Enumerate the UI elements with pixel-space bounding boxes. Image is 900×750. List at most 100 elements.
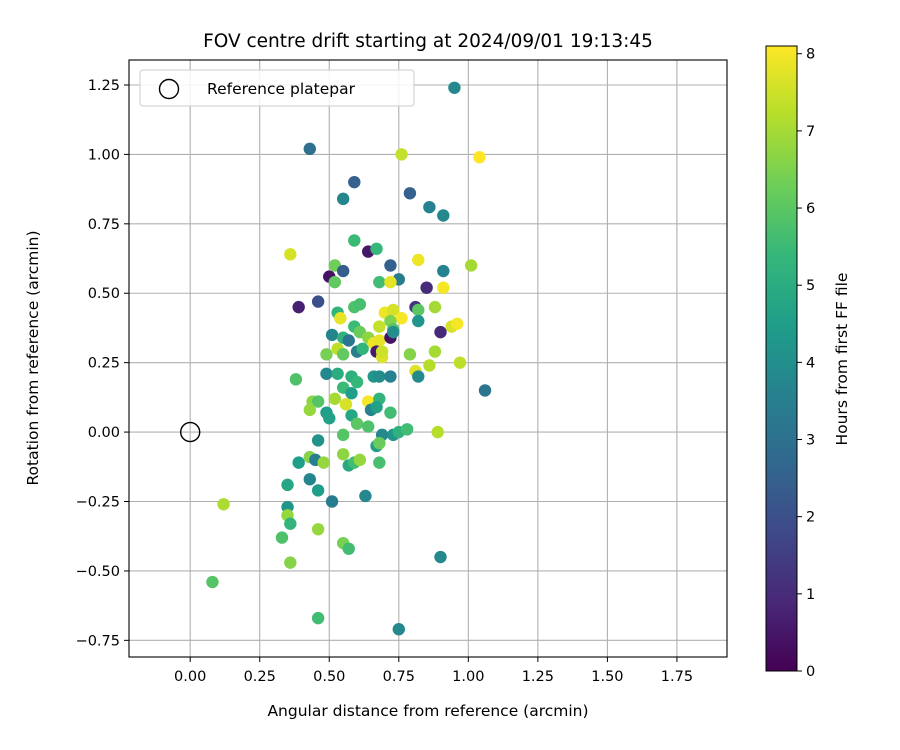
y-tick-label: −0.75 — [76, 633, 120, 649]
scatter-point — [353, 298, 367, 311]
colorbar-tick-label: 4 — [806, 355, 815, 371]
scatter-point — [284, 517, 297, 530]
scatter-point — [437, 264, 450, 278]
scatter-point — [428, 300, 442, 314]
colorbar-tick-label: 8 — [806, 47, 815, 63]
scatter-point — [478, 384, 492, 397]
scatter-point — [412, 370, 425, 383]
scatter-point — [370, 400, 383, 414]
legend-label-reference: Reference platepar — [207, 80, 356, 98]
colorbar-tick-label: 6 — [806, 201, 815, 217]
scatter-point — [434, 325, 447, 339]
scatter-point — [412, 253, 425, 267]
scatter-point — [217, 498, 230, 511]
scatter-point — [373, 370, 386, 383]
scatter-point — [437, 209, 450, 222]
legend: Reference platepar — [139, 69, 415, 107]
scatter-point — [311, 295, 325, 308]
chart-title: FOV centre drift starting at 2024/09/01 … — [203, 31, 653, 52]
scatter-point — [292, 300, 305, 314]
scatter-point — [206, 575, 219, 589]
scatter-point — [320, 348, 333, 361]
x-tick-label: 0.50 — [313, 669, 345, 685]
scatter-point — [303, 403, 316, 417]
colorbar-tick-label: 2 — [806, 510, 815, 526]
scatter-point — [395, 148, 408, 161]
scatter-point — [373, 334, 386, 347]
scatter-point — [336, 428, 350, 442]
scatter-point — [284, 556, 297, 569]
scatter-point — [375, 345, 389, 358]
scatter-point — [373, 456, 386, 469]
scatter-point — [317, 456, 330, 469]
x-axis-label: Angular distance from reference (arcmin) — [267, 702, 588, 720]
scatter-point — [275, 531, 289, 544]
scatter-point — [292, 456, 305, 469]
colorbar-ticks: 0 1 2 3 4 5 6 7 8 — [797, 47, 815, 680]
y-axis-label: Rotation from reference (arcmin) — [24, 230, 42, 485]
y-tick-label: 1.25 — [88, 78, 120, 94]
scatter-point — [384, 406, 397, 419]
scatter-point — [325, 328, 339, 342]
scatter-point — [451, 317, 464, 330]
colorbar-tick-label: 1 — [806, 587, 815, 603]
scatter-point — [359, 489, 372, 503]
scatter-point — [403, 348, 417, 361]
scatter-point — [387, 325, 400, 339]
scatter-point — [453, 356, 467, 369]
scatter-point — [431, 425, 444, 439]
scatter-point — [350, 375, 364, 389]
scatter-point — [420, 281, 433, 294]
scatter-series — [206, 81, 492, 636]
y-tick-label: 1.00 — [88, 147, 120, 163]
scatter-point — [281, 478, 294, 492]
x-tick-label: 0.75 — [383, 669, 415, 685]
colorbar — [765, 45, 798, 672]
scatter-point — [336, 192, 350, 206]
y-axis-ticks: −0.75 −0.50 −0.25 0.00 0.25 0.50 0.75 1.00 1.25 — [76, 78, 129, 649]
scatter-point — [334, 312, 347, 325]
x-tick-label: 1.50 — [591, 669, 623, 685]
scatter-point — [373, 436, 386, 450]
scatter-point — [325, 495, 339, 508]
scatter-point — [284, 248, 297, 261]
scatter-point — [384, 275, 397, 289]
x-tick-label: 1.00 — [452, 669, 484, 685]
colorbar-tick-label: 5 — [806, 278, 815, 294]
plot-frame — [128, 59, 728, 658]
x-tick-label: 1.75 — [661, 669, 693, 685]
scatter-point — [311, 523, 325, 536]
scatter-point — [342, 334, 355, 347]
colorbar-tick-label: 3 — [806, 433, 815, 449]
scatter-point — [464, 259, 478, 272]
scatter-point — [473, 150, 486, 164]
scatter-point — [353, 453, 367, 467]
scatter-point — [342, 542, 355, 555]
x-tick-label: 0.00 — [174, 669, 206, 685]
y-tick-label: −0.50 — [76, 564, 120, 580]
scatter-point — [336, 264, 350, 278]
x-tick-label: 0.25 — [244, 669, 276, 685]
scatter-point — [412, 314, 425, 328]
scatter-point — [428, 345, 442, 358]
scatter-point — [311, 434, 325, 447]
legend-box — [139, 69, 415, 107]
scatter-point — [345, 387, 358, 400]
scatter-point — [328, 275, 342, 289]
scatter-point — [370, 242, 383, 256]
scatter-point — [412, 303, 425, 317]
scatter-point — [320, 367, 333, 380]
y-tick-label: 0.25 — [88, 356, 120, 372]
scatter-point — [339, 398, 353, 411]
scatter-point — [350, 417, 364, 430]
scatter-point — [356, 342, 369, 355]
scatter-point — [423, 359, 436, 372]
scatter-point — [289, 373, 303, 386]
scatter-point — [323, 412, 336, 425]
scatter-point — [434, 550, 447, 564]
scatter-point — [362, 420, 375, 433]
legend-marker-reference — [158, 78, 180, 100]
scatter-point — [348, 234, 361, 247]
